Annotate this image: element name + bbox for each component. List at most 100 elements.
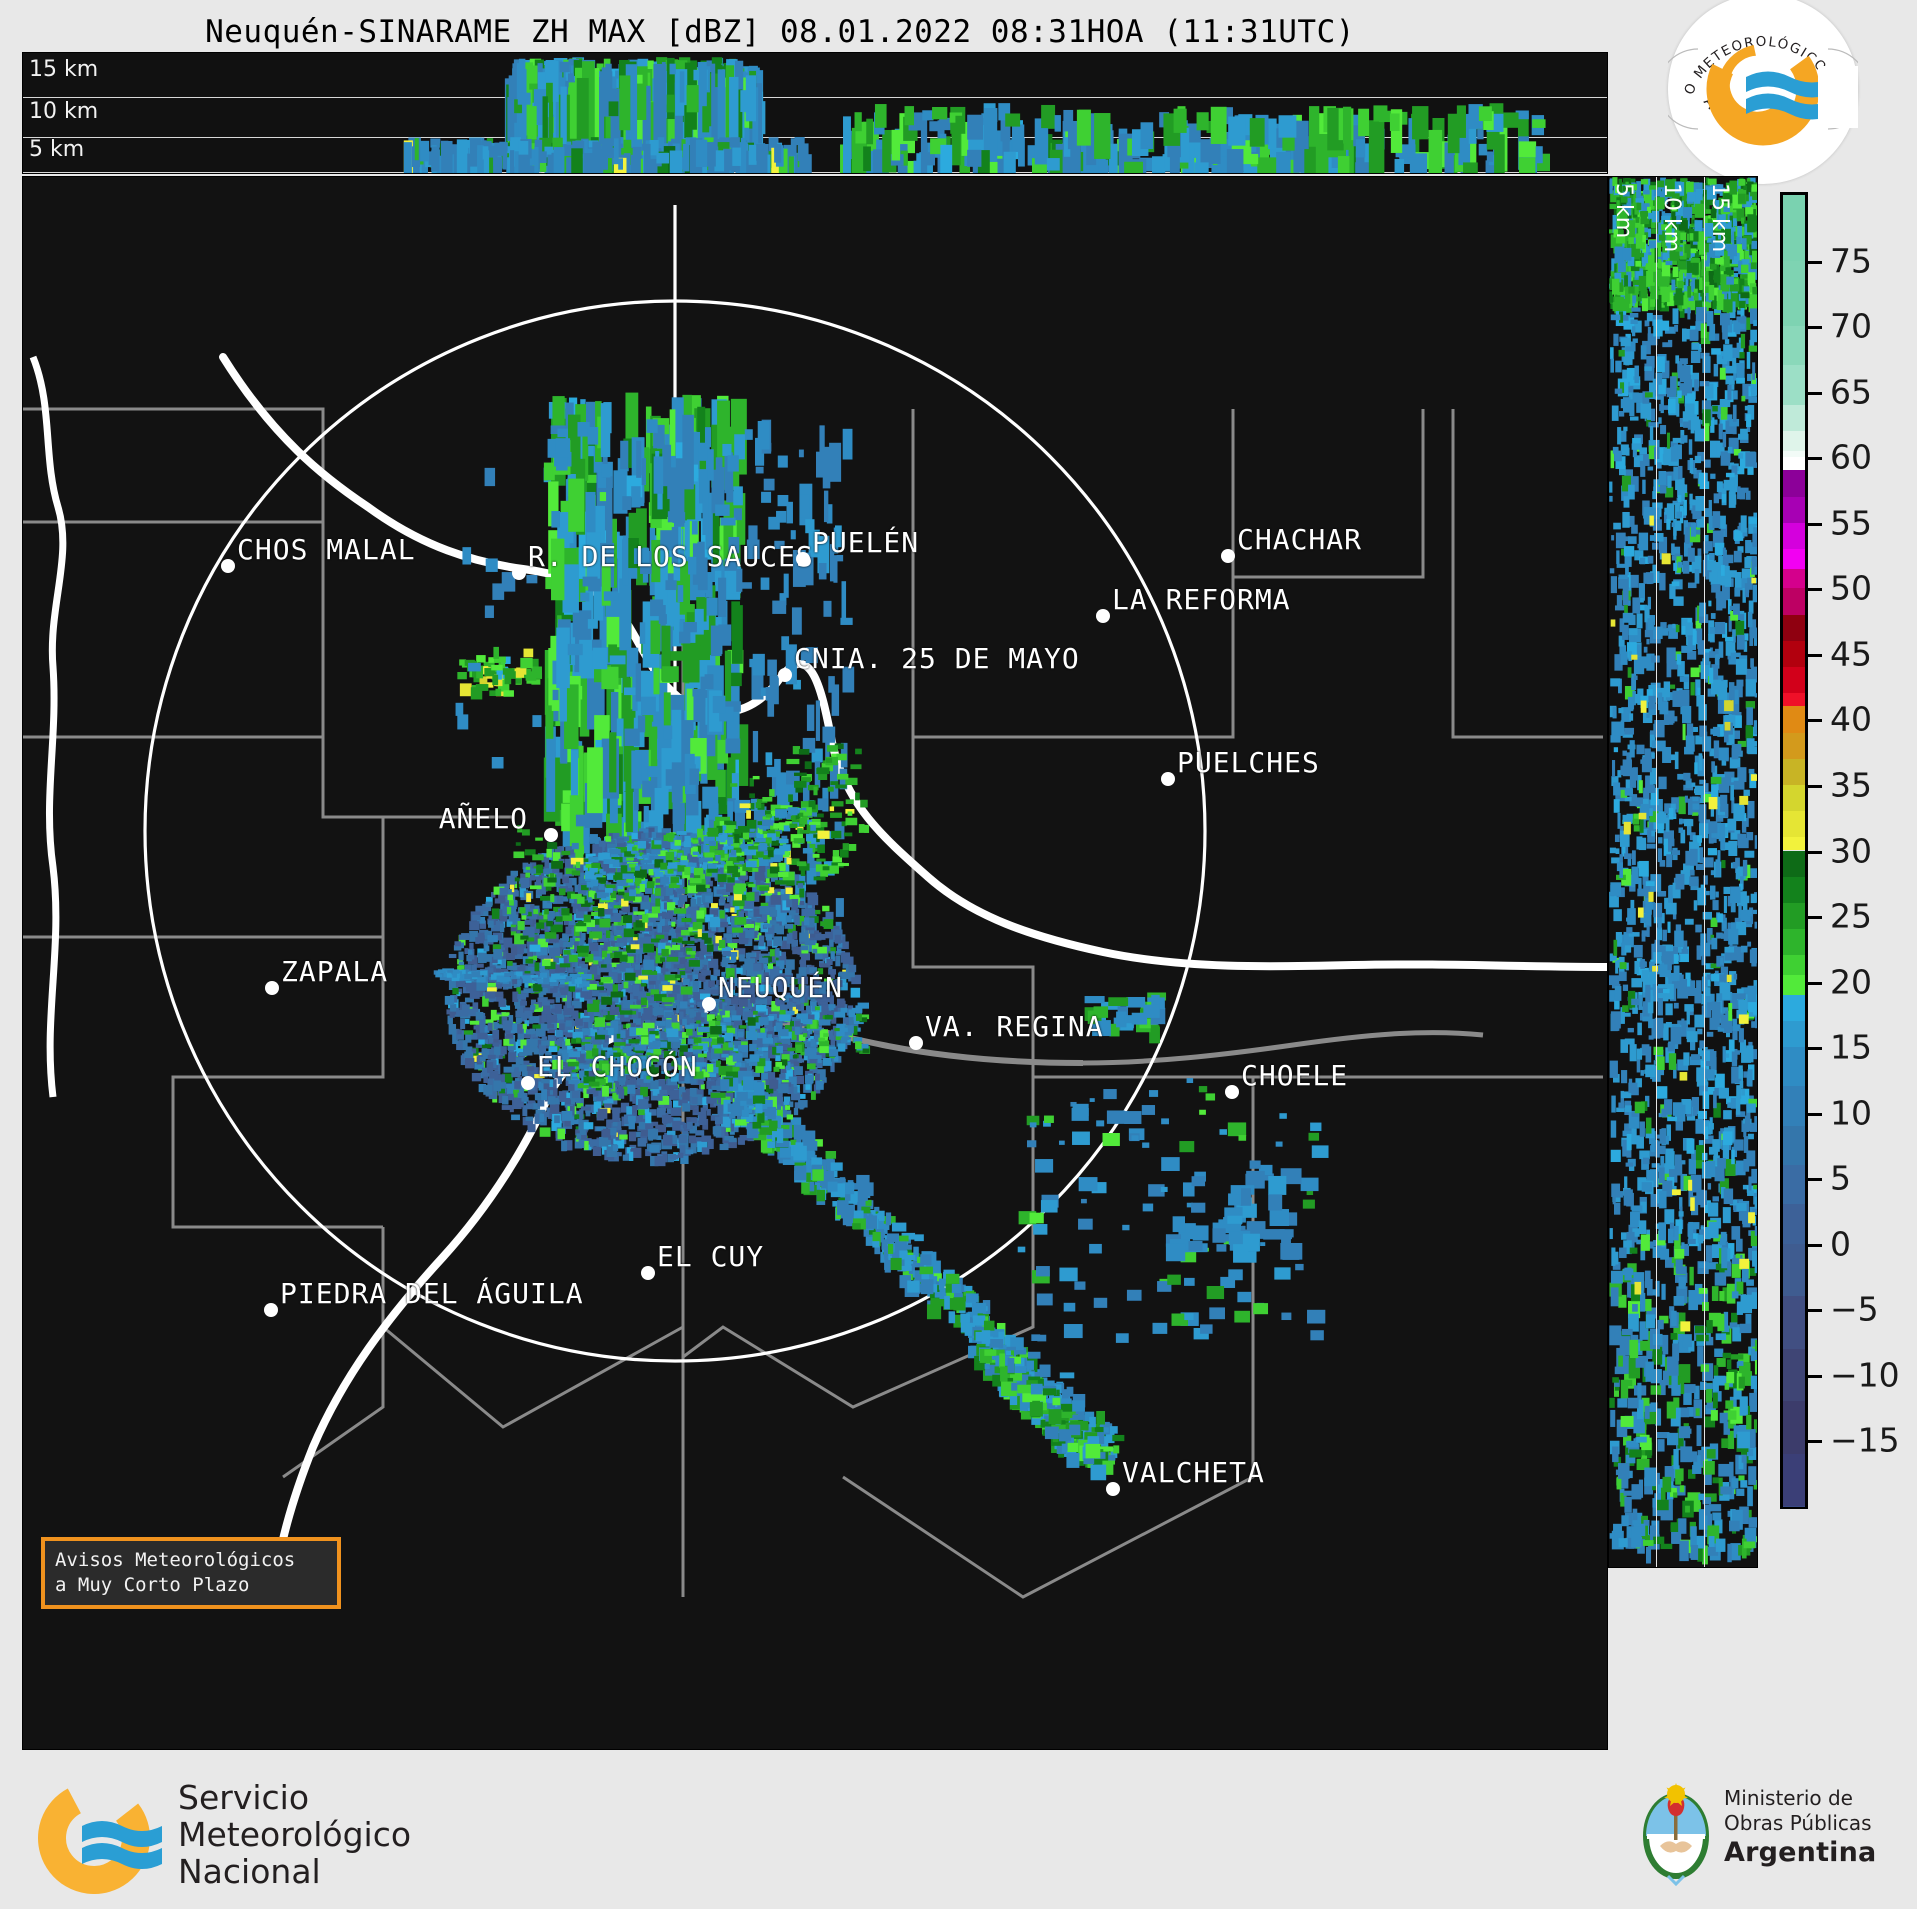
- colorbar-segment: [1783, 640, 1805, 667]
- colorbar-segment: [1783, 568, 1805, 589]
- colorbar-tick: [1808, 1178, 1822, 1182]
- colorbar-segment: [1783, 1506, 1805, 1507]
- colorbar-segment: [1783, 929, 1805, 956]
- height-label-10km-right: 10 km: [1659, 183, 1684, 253]
- colorbar-tick-label: −5: [1830, 1289, 1879, 1329]
- city-dot-icon: [264, 1303, 278, 1317]
- city-label: AÑELO: [438, 802, 528, 835]
- colorbar-segment: [1783, 470, 1805, 497]
- colorbar-segment: [1783, 522, 1805, 549]
- radar-reflectivity-map[interactable]: CHOS MALAL R. DE LOS SAUCES PUELÉN CHACHAR L…: [22, 176, 1608, 1750]
- colorbar-segment: [1783, 1086, 1805, 1126]
- city-label: VALCHETA: [1122, 1456, 1265, 1489]
- smn-wordmark-text: Servicio Meteorológico Nacional: [178, 1779, 411, 1891]
- colorbar-segment: [1783, 666, 1805, 694]
- city-label: PIEDRA DEL ÁGUILA: [280, 1277, 584, 1310]
- colorbar-tick-label: 30: [1830, 831, 1872, 870]
- colorbar-tick: [1808, 850, 1822, 854]
- colorbar-tick: [1808, 719, 1822, 723]
- colorbar-segment: [1783, 1348, 1805, 1402]
- city-dot-icon: [1221, 549, 1235, 563]
- colorbar-segment: [1783, 1165, 1805, 1205]
- dbz-colorbar-ticks: 75 70 65 60 55 50 45 40 35 30 25 20 15 10 5 0 −5 −10 −15: [1808, 192, 1913, 1509]
- colorbar-segment: [1783, 365, 1805, 405]
- city-label: CHOELE: [1241, 1059, 1349, 1092]
- height-label-10km: 10 km: [29, 99, 99, 124]
- colorbar-tick-label: −15: [1830, 1420, 1900, 1460]
- colorbar-segment: [1783, 994, 1805, 1021]
- colorbar-tick-label: 20: [1830, 962, 1872, 1002]
- colorbar-tick-label: 65: [1830, 372, 1872, 412]
- colorbar-tick-label: 50: [1830, 568, 1872, 608]
- city-dot-icon: [521, 1076, 535, 1090]
- colorbar-segment: [1783, 706, 1805, 733]
- colorbar-tick: [1808, 522, 1822, 526]
- colorbar-tick: [1808, 1047, 1822, 1051]
- city-label: CHACHAR: [1237, 523, 1363, 556]
- colorbar-segment: [1783, 850, 1805, 877]
- smn-logo-svg: SERVICIO METEOROLÓGICO NACIONAL ARGENTIN…: [1668, 0, 1858, 181]
- city-label: LA REFORMA: [1112, 583, 1291, 616]
- colorbar-segment: [1783, 326, 1805, 366]
- colorbar-segment: [1783, 811, 1805, 838]
- colorbar-tick: [1808, 784, 1822, 788]
- argentina-coat-of-arms-icon: [1643, 1783, 1709, 1887]
- city-label: PUELCHES: [1177, 746, 1320, 779]
- colorbar-segment: [1783, 548, 1805, 569]
- colorbar-segment: [1783, 1453, 1805, 1506]
- city-label: PUELÉN: [812, 526, 920, 559]
- city-dot-icon: [778, 668, 792, 682]
- colorbar-tick: [1808, 588, 1822, 592]
- colorbar-tick-label: 40: [1830, 699, 1872, 739]
- city-dot-icon: [265, 981, 279, 995]
- colorbar-tick-label: 55: [1830, 503, 1872, 543]
- colorbar-tick-label: 5: [1830, 1158, 1851, 1198]
- colorbar-tick: [1808, 1374, 1822, 1378]
- ministerio-obras-publicas-logo: Ministerio de Obras Públicas Argentina: [1638, 1780, 1898, 1898]
- city-dot-icon: [796, 552, 810, 566]
- avisos-legend-box: Avisos Meteorológicos a Muy Corto Plazo: [41, 1537, 341, 1610]
- colorbar-tick-label: −10: [1830, 1355, 1900, 1395]
- top-xsec-echoes: [403, 57, 1551, 173]
- right-vertical-cross-section: 5 km 10 km 15 km: [1608, 176, 1758, 1568]
- mop-line-1: Ministerio de: [1724, 1786, 1853, 1810]
- colorbar-tick-label: 45: [1830, 634, 1872, 674]
- mop-text: Ministerio de Obras Públicas Argentina: [1724, 1786, 1876, 1870]
- city-dot-icon: [1161, 772, 1175, 786]
- top-vertical-cross-section: 15 km 10 km 5 km: [22, 52, 1608, 174]
- city-dot-icon: [512, 566, 526, 580]
- colorbar-tick-label: 75: [1830, 241, 1872, 281]
- colorbar-segment: [1783, 955, 1805, 976]
- map-canvas: [23, 177, 1607, 1749]
- height-label-5km-right: 5 km: [1611, 183, 1636, 239]
- smn-mark-icon: [37, 1782, 162, 1894]
- colorbar-tick: [1808, 1243, 1822, 1247]
- right-xsec-echoes: [1609, 177, 1757, 1565]
- city-label: VA. REGINA: [925, 1010, 1104, 1043]
- city-dot-icon: [702, 997, 716, 1011]
- colorbar-tick-label: 70: [1830, 306, 1872, 346]
- colorbar-segment: [1783, 837, 1805, 851]
- colorbar-segment: [1783, 693, 1805, 707]
- colorbar-segment: [1783, 1125, 1805, 1166]
- colorbar-segment: [1783, 758, 1805, 785]
- height-label-15km: 15 km: [29, 57, 99, 82]
- city-label: EL CUY: [657, 1240, 765, 1273]
- colorbar-tick: [1808, 916, 1822, 920]
- colorbar-tick: [1808, 391, 1822, 395]
- colorbar-tick: [1808, 1440, 1822, 1444]
- city-dot-icon: [1096, 609, 1110, 623]
- colorbar-segment: [1783, 195, 1805, 261]
- city-dot-icon: [221, 559, 235, 573]
- avisos-line-2: a Muy Corto Plazo: [55, 1574, 250, 1597]
- colorbar-tick-label: 10: [1830, 1093, 1872, 1133]
- mop-line-2: Obras Públicas: [1724, 1811, 1872, 1835]
- colorbar-tick: [1808, 981, 1822, 985]
- smn-line-3: Nacional: [178, 1851, 321, 1891]
- city-label: EL CHOCÓN: [537, 1050, 698, 1083]
- city-dot-icon: [641, 1266, 655, 1280]
- colorbar-segment: [1783, 1204, 1805, 1244]
- city-dot-icon: [544, 828, 558, 842]
- city-label: CHOS MALAL: [237, 533, 416, 566]
- colorbar-segment: [1783, 450, 1805, 458]
